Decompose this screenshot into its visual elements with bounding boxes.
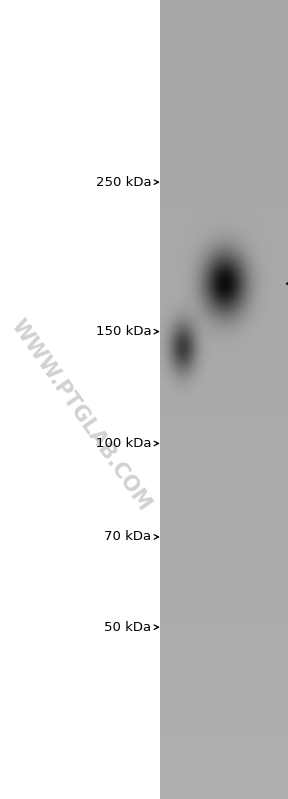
Text: 70 kDa: 70 kDa (104, 531, 158, 543)
Text: 50 kDa: 50 kDa (104, 621, 158, 634)
Text: 250 kDa: 250 kDa (96, 176, 159, 189)
Text: 150 kDa: 150 kDa (96, 325, 159, 338)
Text: 100 kDa: 100 kDa (96, 437, 158, 450)
Text: WWW.PTGLAB.COM: WWW.PTGLAB.COM (7, 316, 154, 515)
